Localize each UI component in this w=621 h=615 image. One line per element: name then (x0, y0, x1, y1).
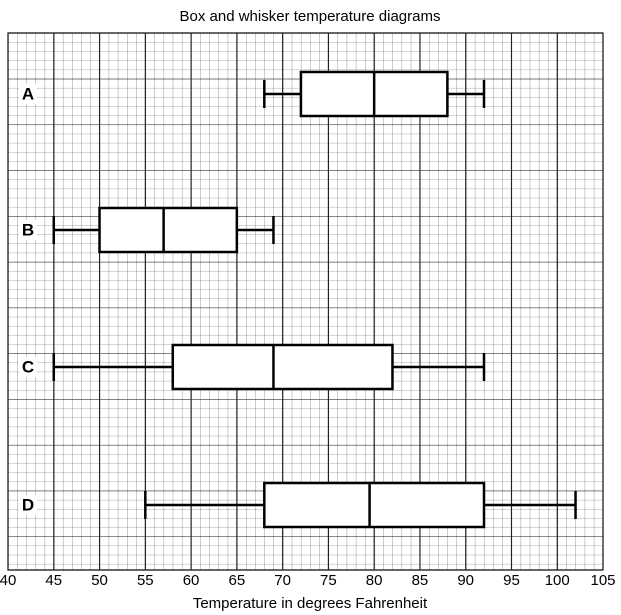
box (171, 343, 394, 391)
row-label: D (22, 495, 34, 514)
x-tick-label: 100 (545, 572, 570, 589)
x-tick-label: 40 (0, 572, 16, 589)
x-tick-label: 70 (274, 572, 291, 589)
x-tick-label: 45 (45, 572, 62, 589)
x-tick-label: 85 (412, 572, 429, 589)
row-label-bg (19, 357, 37, 377)
row-label: C (22, 357, 34, 376)
major-grid (8, 33, 603, 570)
x-tick-label: 105 (590, 572, 615, 589)
row-label-bg (19, 84, 37, 104)
row-label: B (22, 220, 34, 239)
row-label: A (22, 84, 34, 103)
row-label-bg (19, 220, 37, 240)
x-tick-label: 50 (91, 572, 108, 589)
box (98, 206, 239, 254)
chart-title: Box and whisker temperature diagrams (180, 8, 441, 25)
x-axis-label: Temperature in degrees Fahrenheit (193, 595, 428, 612)
x-tick-label: 60 (183, 572, 200, 589)
x-tick-label: 75 (320, 572, 337, 589)
x-tick-label: 80 (366, 572, 383, 589)
row-label-bg (19, 495, 37, 515)
x-tick-label: 55 (137, 572, 154, 589)
box (263, 481, 486, 529)
x-tick-label: 95 (503, 572, 520, 589)
x-tick-label: 90 (457, 572, 474, 589)
x-tick-label: 65 (229, 572, 246, 589)
